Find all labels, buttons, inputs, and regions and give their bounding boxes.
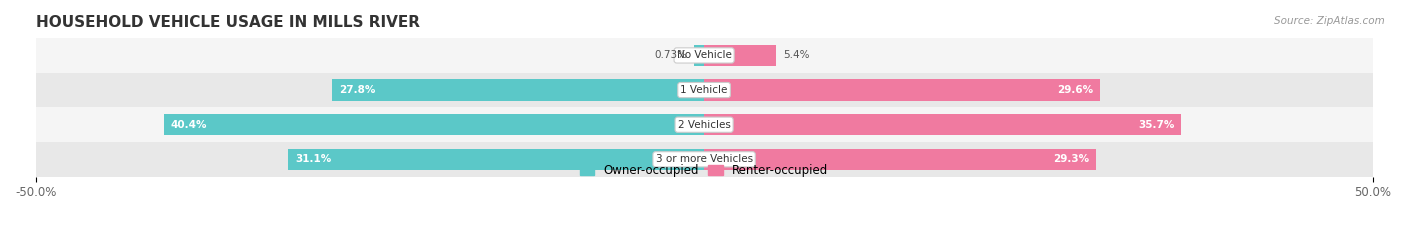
Bar <box>35 142 1372 177</box>
Bar <box>704 114 1181 135</box>
Text: HOUSEHOLD VEHICLE USAGE IN MILLS RIVER: HOUSEHOLD VEHICLE USAGE IN MILLS RIVER <box>35 15 419 30</box>
Text: 2 Vehicles: 2 Vehicles <box>678 120 731 130</box>
Bar <box>165 114 704 135</box>
Bar <box>288 149 704 170</box>
Bar <box>35 38 1372 73</box>
Text: 1 Vehicle: 1 Vehicle <box>681 85 728 95</box>
Text: Source: ZipAtlas.com: Source: ZipAtlas.com <box>1274 16 1385 26</box>
Text: 35.7%: 35.7% <box>1139 120 1174 130</box>
Bar <box>332 79 704 101</box>
Legend: Owner-occupied, Renter-occupied: Owner-occupied, Renter-occupied <box>575 159 832 182</box>
Text: 31.1%: 31.1% <box>295 154 332 164</box>
Text: 3 or more Vehicles: 3 or more Vehicles <box>655 154 752 164</box>
Text: No Vehicle: No Vehicle <box>676 50 731 60</box>
Text: 27.8%: 27.8% <box>339 85 375 95</box>
Bar <box>704 149 1095 170</box>
Text: 5.4%: 5.4% <box>783 50 810 60</box>
Text: 29.6%: 29.6% <box>1057 85 1092 95</box>
Bar <box>35 73 1372 107</box>
Bar <box>704 79 1099 101</box>
Bar <box>704 45 776 66</box>
Bar <box>35 107 1372 142</box>
Bar <box>695 45 704 66</box>
Text: 0.73%: 0.73% <box>655 50 688 60</box>
Text: 40.4%: 40.4% <box>170 120 207 130</box>
Text: 29.3%: 29.3% <box>1053 154 1090 164</box>
